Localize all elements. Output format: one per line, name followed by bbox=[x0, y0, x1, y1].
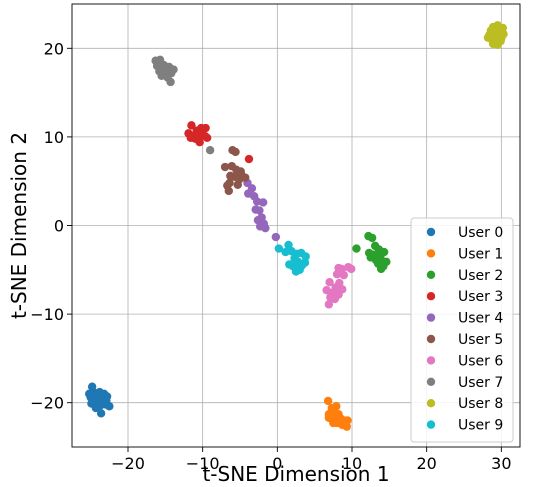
data-point bbox=[294, 259, 304, 268]
legend-marker bbox=[426, 270, 436, 279]
data-point bbox=[324, 300, 334, 309]
data-point bbox=[223, 181, 232, 190]
series-user-3 bbox=[184, 121, 254, 164]
legend-marker bbox=[426, 420, 436, 429]
legend-box bbox=[410, 217, 514, 443]
data-point bbox=[166, 77, 175, 87]
x-tick-label: 20 bbox=[416, 454, 436, 473]
legend-marker bbox=[426, 377, 436, 386]
y-tick-label: 10 bbox=[44, 128, 64, 147]
data-point bbox=[379, 247, 389, 257]
grid-lines bbox=[72, 4, 520, 447]
legend-label: User 5 bbox=[458, 332, 503, 348]
series-user-5 bbox=[220, 145, 250, 196]
legend-label: User 9 bbox=[458, 418, 503, 434]
legend-marker bbox=[426, 313, 436, 322]
data-point bbox=[231, 147, 240, 157]
data-point bbox=[325, 278, 334, 287]
data-point bbox=[281, 247, 290, 257]
data-point bbox=[330, 294, 340, 304]
series-user-6 bbox=[322, 262, 356, 309]
series-user-0 bbox=[84, 382, 114, 418]
data-point bbox=[102, 396, 111, 406]
data-point bbox=[255, 206, 264, 215]
data-point bbox=[220, 162, 230, 172]
legend-label: User 0 bbox=[458, 225, 503, 241]
x-tick-label: 30 bbox=[491, 454, 511, 473]
data-point bbox=[342, 422, 351, 431]
legend-label: User 8 bbox=[458, 396, 503, 412]
legend-marker bbox=[426, 399, 436, 408]
data-point bbox=[339, 270, 348, 280]
y-axis-label: t-SNE Dimension 2 bbox=[7, 132, 31, 319]
legend-label: User 6 bbox=[458, 353, 503, 369]
data-point bbox=[493, 40, 502, 49]
legend-label: User 2 bbox=[458, 268, 503, 284]
y-tick-label: 0 bbox=[54, 217, 64, 236]
legend-marker bbox=[426, 334, 436, 344]
legend: User 0 User 1 User 2 User 3 User 4 User 5 User… bbox=[410, 217, 514, 443]
data-point bbox=[187, 121, 196, 130]
data-point bbox=[241, 173, 250, 182]
data-point bbox=[376, 264, 386, 274]
data-point bbox=[347, 264, 356, 274]
x-tick-label: 0 bbox=[272, 454, 282, 473]
series-user-2 bbox=[352, 231, 391, 274]
data-point bbox=[352, 244, 361, 253]
series-user-9 bbox=[274, 240, 310, 276]
data-point bbox=[233, 180, 242, 189]
data-point bbox=[205, 145, 215, 155]
data-point bbox=[84, 389, 94, 399]
legend-label: User 4 bbox=[458, 311, 503, 327]
y-tick-label: 20 bbox=[44, 39, 64, 58]
data-points bbox=[84, 21, 508, 431]
series-user-1 bbox=[323, 396, 352, 431]
y-tick-label: −20 bbox=[30, 394, 64, 413]
data-point bbox=[195, 138, 204, 147]
x-tick-label: −20 bbox=[111, 454, 145, 473]
y-tick-label: −10 bbox=[30, 305, 64, 324]
x-axis-ticks: −20 −10 0 10 20 30 bbox=[111, 447, 512, 473]
data-point bbox=[202, 133, 212, 142]
data-point bbox=[274, 244, 284, 253]
data-point bbox=[96, 401, 105, 410]
data-point bbox=[96, 409, 106, 418]
series-user-7 bbox=[151, 55, 215, 155]
legend-marker bbox=[426, 249, 436, 258]
data-point bbox=[186, 133, 195, 142]
legend-marker bbox=[426, 356, 436, 365]
data-point bbox=[244, 154, 254, 164]
data-point bbox=[301, 252, 310, 261]
data-point bbox=[261, 223, 270, 233]
data-point bbox=[497, 34, 506, 43]
legend-marker bbox=[426, 227, 436, 237]
series-user-4 bbox=[243, 178, 281, 242]
legend-label: User 7 bbox=[458, 375, 503, 391]
data-point bbox=[295, 265, 304, 274]
data-point bbox=[271, 232, 281, 242]
data-point bbox=[323, 396, 333, 406]
legend-label: User 3 bbox=[458, 289, 503, 305]
x-tick-label: 10 bbox=[342, 454, 362, 473]
data-point bbox=[367, 233, 377, 243]
x-axis-label: t-SNE Dimension 1 bbox=[202, 462, 389, 486]
legend-marker bbox=[426, 292, 436, 301]
data-point bbox=[332, 270, 342, 279]
data-point bbox=[258, 198, 268, 207]
data-point bbox=[324, 413, 334, 422]
x-tick-label: −10 bbox=[186, 454, 220, 473]
y-axis-ticks: −20 −10 0 10 20 bbox=[30, 39, 72, 413]
data-point bbox=[483, 33, 493, 42]
series-user-8 bbox=[483, 21, 508, 49]
legend-label: User 1 bbox=[458, 246, 503, 262]
